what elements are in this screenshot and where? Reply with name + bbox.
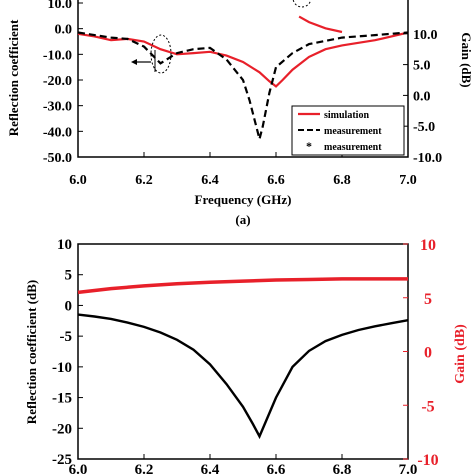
panel-b: 6.0 6.2 6.4 6.6 6.8 7.0 10 5 0 -5 -10 -15 -20 -25 10…: [24, 237, 468, 474]
series-a-2: [298, 15, 343, 34]
legend-a: simulation measurement * measurement: [291, 105, 405, 156]
y-tick-label-left-a-1: 0.0: [55, 23, 73, 38]
plot-frame-b: [77, 243, 409, 460]
annotation-ellipse-top: [292, 0, 312, 8]
panel-label-a: (a): [235, 212, 250, 227]
y-axis-title-right-a: Gain (dB): [459, 32, 474, 87]
y-tick-label-left-b-3: -5: [60, 329, 73, 345]
series-a-0: [77, 31, 409, 88]
x-tick-label-a-0: 6.0: [69, 173, 87, 188]
y-axis-title-left-a: Reflection coefficient: [6, 19, 21, 136]
y-tick-label-left-b-6: -20: [52, 421, 72, 437]
panel-a: 6.0 6.2 6.4 6.6 6.8 7.0 10.0 0.0 -10.0 -20.0 -30.…: [6, 0, 474, 227]
legend-label-measurement-dashed: measurement: [324, 126, 382, 137]
x-tick-label-a-1: 6.2: [135, 173, 153, 188]
y-tick-label-left-b-2: 0: [65, 298, 73, 314]
x-tick-label-a-4: 6.8: [333, 173, 351, 188]
x-tick-label-a-5: 7.0: [399, 173, 417, 188]
x-tick-label-b-5: 7.0: [399, 462, 418, 474]
y-tick-label-left-a-2: -10.0: [43, 48, 72, 63]
annotation-ellipse-left: [150, 34, 172, 74]
y-tick-label-right-a-0: 10.0: [413, 28, 438, 43]
x-tick-label-b-0: 6.0: [69, 462, 88, 474]
y-axis-title-left-b: Reflection coefficient (dB): [24, 280, 39, 424]
legend-label-measurement-marker: measurement: [324, 142, 382, 153]
y-axis-title-right-b: Gain (dB): [453, 324, 468, 384]
y-tick-label-right-a-4: -10.0: [413, 151, 442, 166]
x-tick-label-a-2: 6.4: [201, 173, 219, 188]
series-b-1: [77, 277, 408, 295]
y-tick-label-left-b-4: -10: [52, 360, 72, 376]
y-tick-label-left-b-7: -25: [52, 452, 72, 468]
y-tick-label-right-b-3: -5: [421, 398, 434, 415]
x-tick-label-b-4: 6.8: [333, 462, 352, 474]
y-tick-label-right-a-2: 0.0: [413, 89, 431, 104]
legend-marker-measurement: *: [306, 139, 312, 153]
annotation-arrowhead-left: [131, 59, 137, 65]
x-tick-label-b-2: 6.4: [201, 462, 220, 474]
plot-frame-a: [77, 0, 409, 158]
y-tick-label-left-a-0: 10.0: [48, 0, 73, 12]
y-tick-label-right-b-4: -10: [417, 452, 438, 469]
y-tick-label-left-a-5: -40.0: [43, 125, 72, 140]
y-tick-label-right-a-1: 5.0: [413, 59, 431, 74]
y-tick-label-left-b-1: 5: [65, 268, 73, 284]
series-a-1: [77, 31, 409, 140]
x-axis-title-a: Frequency (GHz): [195, 192, 292, 207]
y-tick-label-left-a-4: -30.0: [43, 100, 72, 115]
y-tick-label-right-b-2: 0: [424, 345, 432, 362]
y-tick-label-right-b-0: 10: [420, 237, 436, 254]
y-tick-label-left-b-0: 10: [57, 237, 72, 253]
y-tick-label-left-a-6: -50.0: [43, 151, 72, 166]
x-tick-label-b-1: 6.2: [135, 462, 154, 474]
y-tick-label-left-b-5: -15: [52, 391, 72, 407]
x-tick-label-a-3: 6.6: [267, 173, 285, 188]
x-tick-label-b-3: 6.6: [267, 462, 286, 474]
y-tick-label-left-a-3: -20.0: [43, 74, 72, 89]
y-tick-label-right-a-3: -5.0: [413, 120, 435, 135]
series-b-0: [77, 313, 409, 440]
y-tick-label-right-b-1: 5: [424, 291, 432, 308]
legend-label-simulation: simulation: [324, 110, 369, 121]
